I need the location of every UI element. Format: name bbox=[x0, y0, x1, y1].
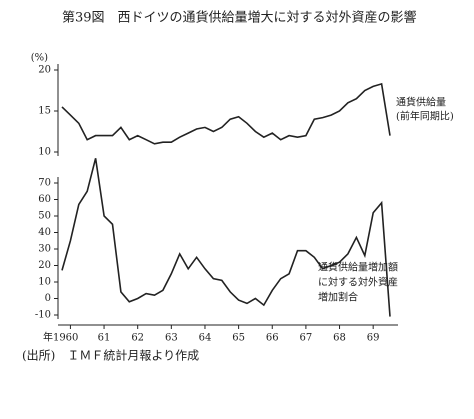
data-line bbox=[61, 158, 391, 317]
y-tick-label: 20 bbox=[38, 65, 51, 76]
y-tick-label: 60 bbox=[38, 194, 51, 205]
data-line bbox=[61, 82, 391, 145]
series-label: 通貨供給量 bbox=[396, 96, 446, 109]
source-note: (出所) ＩＭＦ統計月報より作成 bbox=[22, 348, 199, 363]
y-tick-label: 10 bbox=[38, 277, 51, 288]
y-tick-label: 30 bbox=[38, 244, 51, 255]
x-tick-label: 62 bbox=[131, 333, 144, 344]
y-tick-label: 10 bbox=[38, 147, 51, 158]
y-unit: (%) bbox=[31, 53, 48, 64]
x-tick-label: 61 bbox=[98, 333, 111, 344]
x-tick-label: 68 bbox=[333, 333, 346, 344]
series-label: (前年同期比) bbox=[396, 110, 454, 123]
y-tick-label: 20 bbox=[38, 260, 51, 271]
x-tick-label: 年1960 bbox=[43, 331, 78, 344]
y-tick-label: 50 bbox=[38, 211, 51, 222]
series-label: 通貨供給量増加額 bbox=[318, 261, 398, 274]
y-tick-label: 15 bbox=[38, 106, 51, 117]
x-tick-label: 63 bbox=[165, 333, 178, 344]
y-tick-label: -10 bbox=[35, 310, 51, 321]
y-tick-label: 40 bbox=[38, 227, 51, 238]
x-tick-label: 66 bbox=[266, 333, 279, 344]
series-label: に対する対外資産 bbox=[318, 276, 398, 289]
chart-title: 第39図 西ドイツの通貨供給量増大に対する対外資産の影響 bbox=[62, 10, 417, 26]
x-tick-label: 67 bbox=[300, 333, 313, 344]
x-tick-label: 64 bbox=[199, 333, 212, 344]
series-label: 増加割合 bbox=[318, 291, 358, 304]
x-tick-label: 69 bbox=[367, 333, 380, 344]
y-tick-label: 70 bbox=[38, 178, 51, 189]
x-tick-label: 65 bbox=[232, 333, 245, 344]
y-tick-label: 0 bbox=[45, 293, 51, 304]
